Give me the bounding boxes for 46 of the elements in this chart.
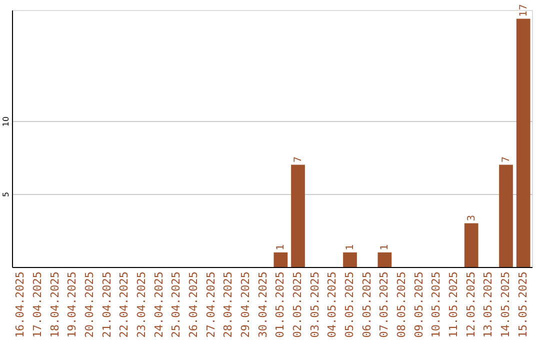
x-tick-label: 18.04.2025 [48,272,62,338]
bar [291,164,305,267]
bar [516,18,530,267]
data-label: 17 [518,4,530,17]
x-tick-label: 20.04.2025 [83,272,96,338]
x-tick-label: 17.04.2025 [31,272,44,338]
data-label: 7 [293,156,304,163]
y-tick-label: 5 [2,192,10,198]
x-tick-label: 22.04.2025 [118,272,131,338]
x-tick-label: 30.04.2025 [256,272,270,338]
x-tick-label: 05.05.2025 [343,272,356,338]
x-tick-label: 28.04.2025 [222,272,235,338]
x-tick-label: 12.05.2025 [464,272,478,338]
x-tick-label: 16.04.2025 [14,272,27,338]
x-tick-label: 02.05.2025 [291,272,304,338]
bar [499,164,513,267]
data-label: 7 [501,156,512,163]
x-tick-label: 07.05.2025 [378,272,391,338]
x-tick-label: 19.04.2025 [66,272,79,338]
data-label: 1 [380,244,391,250]
x-tick-label: 23.04.2025 [135,272,148,338]
x-tick-label: 01.05.2025 [274,272,287,338]
bar [378,252,392,267]
data-label: 1 [276,244,287,250]
x-tick-label: 03.05.2025 [308,272,322,338]
x-tick-label: 10.05.2025 [430,272,443,338]
data-label: 3 [466,214,478,222]
x-tick-label: 13.05.2025 [482,272,495,338]
x-tick-label: 27.04.2025 [204,272,218,338]
bar [464,223,478,267]
x-tick-label: 15.05.2025 [516,272,530,338]
x-tick-label: 21.04.2025 [100,272,114,338]
data-label: 1 [345,244,356,250]
bar [343,252,357,267]
x-tick-label: 26.04.2025 [187,272,200,338]
x-tick-label: 11.05.2025 [447,272,460,338]
x-tick-label: 24.04.2025 [152,272,166,338]
x-tick-label: 09.05.2025 [412,272,426,338]
bar [274,252,288,267]
x-tick-label: 14.05.2025 [499,272,512,338]
x-tick-label: 29.04.2025 [239,272,252,338]
x-tick-label: 04.05.2025 [326,272,339,338]
y-tick-label: 10 [2,116,10,127]
x-tick-label: 06.05.2025 [360,272,374,338]
x-tick-label: 08.05.2025 [395,272,408,338]
x-tick-label: 25.04.2025 [170,272,183,338]
